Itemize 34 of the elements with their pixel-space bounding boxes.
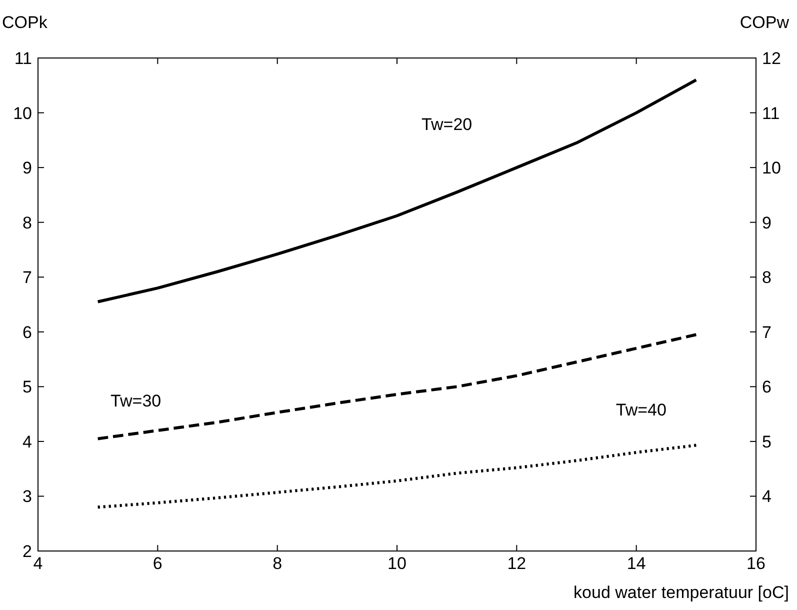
series-label: Tw=30 (110, 392, 162, 411)
y-tick-label: 6 (22, 322, 32, 342)
x-tick-label: 6 (152, 554, 162, 573)
line-series (96, 333, 698, 440)
x-tick-label: 14 (626, 554, 646, 573)
y2-tick-label: 12 (762, 49, 781, 68)
y-axis-title: COPk (2, 13, 48, 32)
y2-tick-label: 11 (762, 104, 780, 123)
y-tick-label: 3 (22, 487, 32, 506)
x-tick-label: 12 (507, 554, 526, 573)
line-series (96, 444, 698, 509)
y2-tick-label: 7 (762, 322, 772, 342)
y2-tick-label: 5 (762, 432, 772, 452)
x-tick-label: 10 (388, 554, 406, 573)
y2-tick-label: 4 (762, 487, 772, 506)
y2-tick-label: 10 (762, 158, 781, 178)
y-tick-label: 11 (14, 49, 32, 68)
x-tick-label: 8 (272, 554, 282, 573)
text: Tw=20 (422, 115, 472, 134)
y2-tick-label: 8 (762, 268, 772, 288)
y2-tick-label: 9 (762, 213, 772, 232)
y-tick-label: 10 (13, 104, 32, 123)
x-tick-label: 16 (746, 554, 766, 573)
y-tick-label: 7 (22, 268, 32, 288)
line-series (96, 78, 698, 304)
y-tick-label: 5 (22, 378, 32, 397)
y2-tick-label: 6 (762, 378, 772, 397)
series-label: Tw=40 (616, 400, 666, 420)
y-tick-label: 9 (22, 158, 32, 178)
y-tick-label: 4 (22, 432, 32, 452)
y-tick-label: 8 (22, 213, 32, 232)
x-axis-title: koud water temperatuur [oC] (574, 583, 789, 602)
y2-axis-title: COPw (740, 13, 790, 32)
y-tick-label: 2 (22, 542, 32, 561)
